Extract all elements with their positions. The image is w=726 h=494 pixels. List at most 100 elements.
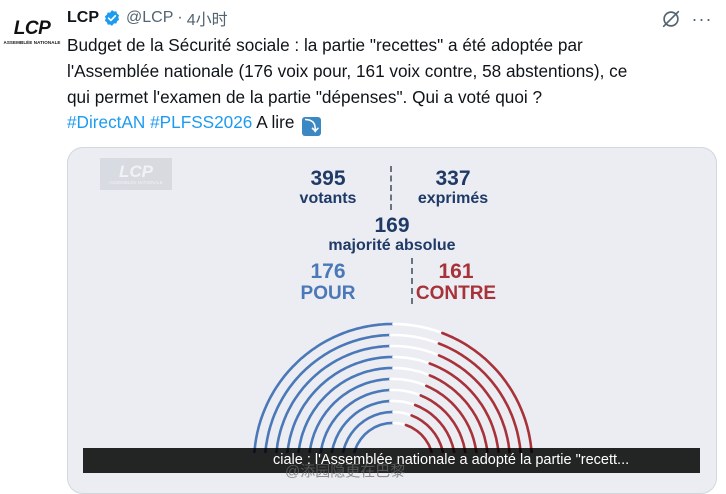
account-name[interactable]: LCP bbox=[67, 9, 99, 27]
seat-mark bbox=[436, 418, 440, 422]
tweet-line: qui permet l'examen de la partie "dépens… bbox=[67, 85, 707, 111]
seat-mark bbox=[471, 375, 475, 379]
seat-mark bbox=[471, 391, 474, 395]
seat-mark bbox=[506, 433, 507, 438]
seat-mark bbox=[485, 410, 487, 415]
seat-mark bbox=[433, 341, 438, 343]
seat-mark bbox=[480, 355, 484, 358]
seat-mark bbox=[375, 358, 380, 359]
seat-mark bbox=[307, 351, 311, 354]
seat-mark bbox=[330, 375, 334, 378]
seat-mark bbox=[322, 439, 324, 444]
seat-mark bbox=[529, 433, 530, 438]
seat-mark bbox=[400, 412, 405, 413]
seat-mark bbox=[315, 428, 317, 433]
seat-mark bbox=[479, 421, 481, 426]
seat-mark bbox=[322, 341, 327, 344]
seat-mark bbox=[277, 404, 279, 409]
seat-mark bbox=[312, 347, 316, 350]
seat-mark bbox=[494, 367, 498, 371]
more-options-icon[interactable]: ··· bbox=[690, 8, 714, 30]
majorite-label: majorité absolue bbox=[308, 237, 476, 255]
seat-mark bbox=[456, 407, 459, 411]
seat-mark bbox=[334, 439, 336, 444]
seat-mark bbox=[285, 372, 288, 376]
seat-mark bbox=[342, 344, 347, 346]
seat-mark bbox=[497, 410, 499, 415]
seat-mark bbox=[424, 373, 429, 375]
seat-mark bbox=[384, 401, 389, 402]
media-video[interactable]: LCP ASSEMBLÉE NATIONALE 395 votants 337 … bbox=[67, 147, 717, 494]
seat-mark bbox=[303, 384, 307, 388]
seat-mark bbox=[331, 403, 335, 407]
hemicycle-chart bbox=[248, 313, 538, 453]
post-time[interactable]: 4小时 bbox=[187, 6, 228, 30]
seat-mark bbox=[469, 428, 471, 433]
account-handle[interactable]: @LCP bbox=[126, 9, 173, 27]
seat-mark bbox=[293, 363, 297, 367]
seat-mark bbox=[469, 406, 472, 410]
seat-mark bbox=[369, 359, 374, 360]
seat-mark bbox=[366, 348, 371, 349]
seat-mark bbox=[412, 415, 417, 417]
seat-mark bbox=[378, 335, 383, 336]
seat-mark bbox=[375, 425, 380, 427]
seat-mark bbox=[303, 427, 305, 432]
seat-mark bbox=[327, 407, 330, 411]
seat-mark bbox=[268, 433, 269, 438]
seat-mark bbox=[461, 368, 465, 371]
seat-mark bbox=[460, 412, 463, 416]
seat-mark bbox=[372, 392, 377, 393]
seat-mark bbox=[448, 335, 453, 337]
seat-mark bbox=[432, 401, 436, 404]
hashtag-link[interactable]: #DirectAN bbox=[67, 112, 145, 132]
seat-mark bbox=[412, 359, 417, 360]
seat-mark bbox=[381, 424, 386, 425]
seat-mark bbox=[470, 347, 474, 350]
seat-mark bbox=[450, 418, 453, 422]
seat-mark bbox=[301, 433, 303, 438]
seat-mark bbox=[269, 427, 270, 432]
seat-mark bbox=[478, 400, 481, 404]
seat-mark bbox=[279, 433, 280, 438]
seat-mark bbox=[479, 384, 483, 388]
seat-mark bbox=[487, 394, 490, 398]
arrow-down-icon: ⤵ bbox=[302, 117, 321, 136]
seat-mark bbox=[475, 395, 478, 399]
seat-mark bbox=[298, 374, 302, 378]
grok-icon[interactable] bbox=[660, 8, 682, 30]
seat-mark bbox=[350, 401, 354, 404]
seat-mark bbox=[292, 427, 294, 432]
seat-mark bbox=[485, 359, 489, 363]
seat-mark bbox=[437, 405, 441, 408]
seat-mark bbox=[361, 435, 364, 439]
seat-mark bbox=[424, 328, 429, 329]
seat-mark bbox=[277, 382, 280, 386]
separator-dot: · bbox=[177, 9, 182, 27]
seat-mark bbox=[357, 328, 362, 329]
tweet-line: Budget de la Sécurité sociale : la parti… bbox=[67, 33, 707, 59]
seat-mark bbox=[280, 427, 282, 432]
seat-mark bbox=[316, 358, 320, 361]
seat-mark bbox=[339, 333, 344, 335]
hashtag-link[interactable]: #PLFSS2026 bbox=[150, 112, 252, 132]
seat-mark bbox=[361, 384, 366, 386]
seat-mark bbox=[357, 362, 362, 364]
seat-mark bbox=[493, 383, 496, 387]
seat-mark bbox=[422, 435, 425, 439]
avatar[interactable]: LCP ASSEMBLÉE NATIONALE bbox=[10, 10, 54, 54]
seat-mark bbox=[365, 431, 369, 434]
seat-mark bbox=[441, 369, 446, 371]
seat-mark bbox=[342, 423, 345, 427]
seat-mark bbox=[351, 430, 354, 434]
seat-mark bbox=[289, 404, 292, 409]
seat-mark bbox=[381, 412, 386, 413]
seat-mark bbox=[465, 401, 468, 405]
seat-mark bbox=[366, 382, 371, 384]
tweet-header: LCP @LCP · 4小时 bbox=[67, 8, 228, 28]
seat-mark bbox=[498, 372, 501, 376]
seat-mark bbox=[466, 386, 470, 390]
seat-mark bbox=[474, 439, 475, 444]
seat-mark bbox=[378, 380, 383, 381]
seat-mark bbox=[512, 415, 514, 420]
